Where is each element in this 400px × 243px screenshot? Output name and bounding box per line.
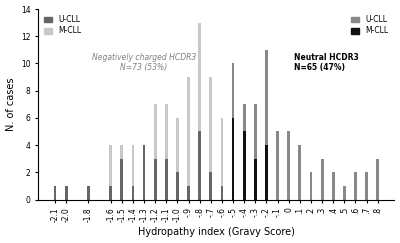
Text: Neutral HCDR3
N=65 (47%): Neutral HCDR3 N=65 (47%) bbox=[294, 52, 359, 72]
Legend: U-CLL, M-CLL: U-CLL, M-CLL bbox=[349, 13, 391, 38]
Bar bbox=[254, 159, 257, 200]
Bar bbox=[343, 186, 346, 200]
Bar bbox=[132, 186, 134, 200]
Bar bbox=[220, 118, 223, 186]
Bar bbox=[87, 186, 90, 200]
Bar bbox=[210, 77, 212, 172]
Bar bbox=[198, 131, 201, 200]
Bar bbox=[154, 104, 157, 159]
Bar bbox=[265, 50, 268, 145]
Bar bbox=[54, 186, 56, 200]
Bar bbox=[310, 172, 312, 200]
Bar bbox=[120, 145, 123, 159]
Bar bbox=[187, 77, 190, 186]
Bar bbox=[376, 159, 379, 200]
Bar bbox=[276, 131, 279, 200]
Bar bbox=[354, 172, 357, 200]
Bar bbox=[210, 172, 212, 200]
Bar bbox=[321, 159, 324, 200]
Bar bbox=[120, 159, 123, 200]
Bar bbox=[109, 186, 112, 200]
Bar bbox=[332, 172, 335, 200]
Bar bbox=[365, 172, 368, 200]
Text: Negatively charged HCDR3
N=73 (53%): Negatively charged HCDR3 N=73 (53%) bbox=[92, 52, 196, 72]
Bar bbox=[243, 131, 246, 200]
Y-axis label: N. of cases: N. of cases bbox=[6, 78, 16, 131]
Bar bbox=[254, 104, 257, 159]
Bar bbox=[132, 145, 134, 186]
Bar bbox=[165, 104, 168, 159]
Bar bbox=[298, 145, 301, 200]
Bar bbox=[232, 63, 234, 118]
Bar bbox=[143, 145, 146, 200]
Bar bbox=[220, 186, 223, 200]
Bar bbox=[176, 172, 179, 200]
Bar bbox=[65, 186, 68, 200]
Bar bbox=[232, 118, 234, 200]
Bar bbox=[176, 118, 179, 172]
Bar bbox=[154, 159, 157, 200]
Bar bbox=[165, 159, 168, 200]
Bar bbox=[109, 145, 112, 186]
Bar bbox=[243, 104, 246, 131]
X-axis label: Hydropathy index (Gravy Score): Hydropathy index (Gravy Score) bbox=[138, 227, 295, 237]
Bar bbox=[187, 186, 190, 200]
Bar bbox=[198, 23, 201, 131]
Bar bbox=[287, 131, 290, 200]
Bar bbox=[265, 145, 268, 200]
